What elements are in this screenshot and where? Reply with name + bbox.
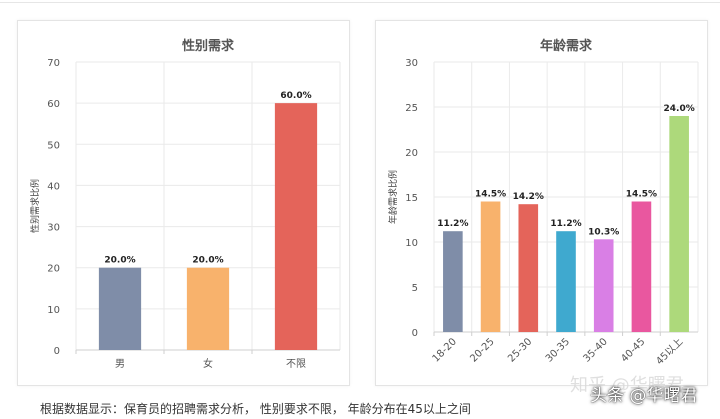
age-bar-value-label: 10.3%	[588, 227, 619, 237]
age-bar-value-label: 11.2%	[550, 219, 581, 229]
age-bar-value-label: 14.2%	[513, 192, 544, 202]
age-y-tick-label: 20	[405, 148, 418, 159]
gender-bar-value-label: 60.0%	[280, 91, 311, 101]
gender-y-tick-label: 60	[47, 99, 60, 110]
age-bar	[669, 116, 689, 332]
age-bar	[518, 204, 539, 332]
age-bar-value-label: 11.2%	[437, 219, 468, 229]
age-x-tick-label: 40-45	[619, 336, 647, 364]
age-bar-value-label: 14.5%	[626, 190, 657, 200]
analysis-caption: 根据数据显示：保育员的招聘需求分析， 性别要求不限， 年龄分布在45以上之间	[40, 402, 471, 416]
age-bar	[443, 231, 463, 332]
gender-chart-title: 性别需求	[182, 38, 235, 54]
gender-y-tick-label: 50	[47, 140, 60, 151]
age-y-tick-label: 15	[405, 193, 418, 204]
gender-y-tick-label: 30	[47, 223, 60, 234]
gender-x-tick-label: 不限	[286, 358, 306, 370]
gender-bar	[98, 267, 142, 350]
top-divider	[0, 2, 720, 3]
age-y-tick-label: 0	[412, 328, 418, 339]
age-y-axis-label: 年龄需求比例	[387, 170, 399, 224]
gender-x-tick-label: 男	[115, 358, 125, 370]
age-bar-value-label: 14.5%	[475, 190, 506, 200]
age-x-tick-label: 18-20	[431, 336, 459, 364]
age-x-tick-label: 35-40	[582, 336, 610, 364]
gender-demand-chart-panel: 性别需求性别需求比例 0 10 20 30 40 50 60 70 20.0% 男 20.0% 女 60.…	[17, 20, 350, 386]
age-demand-chart-panel: 年龄需求年龄需求比例 0 5 10 15 20 25 30 11.2% 18-20 14.5% 20-…	[375, 20, 708, 386]
gender-y-tick-label: 0	[54, 346, 60, 357]
gender-x-tick-label: 女	[203, 357, 213, 370]
toutiao-watermark: 头条 @华曙君	[590, 386, 698, 406]
age-y-tick-label: 30	[405, 58, 418, 69]
gender-y-tick-label: 20	[47, 264, 60, 275]
age-bar	[480, 201, 501, 332]
age-bar	[556, 231, 576, 332]
age-y-tick-label: 10	[405, 238, 418, 249]
age-chart-title: 年龄需求	[540, 38, 593, 54]
age-x-tick-label: 20-25	[468, 336, 496, 364]
gender-bar	[274, 103, 318, 351]
age-bar	[631, 201, 652, 332]
zhihu-watermark: 知乎 @华曙君	[570, 375, 684, 396]
age-x-tick-label: 45以上	[654, 336, 686, 368]
gender-y-tick-label: 10	[47, 305, 60, 316]
age-bar	[593, 239, 614, 332]
gender-y-tick-label: 70	[47, 58, 60, 69]
age-y-tick-label: 5	[412, 283, 418, 294]
gender-bar-value-label: 20.0%	[104, 256, 135, 266]
gender-bar	[186, 267, 230, 350]
age-bar-value-label: 24.0%	[664, 104, 695, 114]
age-x-tick-label: 30-35	[544, 336, 572, 364]
gender-bar-value-label: 20.0%	[192, 256, 223, 266]
gender-y-tick-label: 40	[47, 181, 60, 192]
age-y-tick-label: 25	[405, 103, 418, 114]
age-x-tick-label: 25-30	[506, 336, 534, 364]
gender-y-axis-label: 性别需求比例	[29, 179, 41, 233]
